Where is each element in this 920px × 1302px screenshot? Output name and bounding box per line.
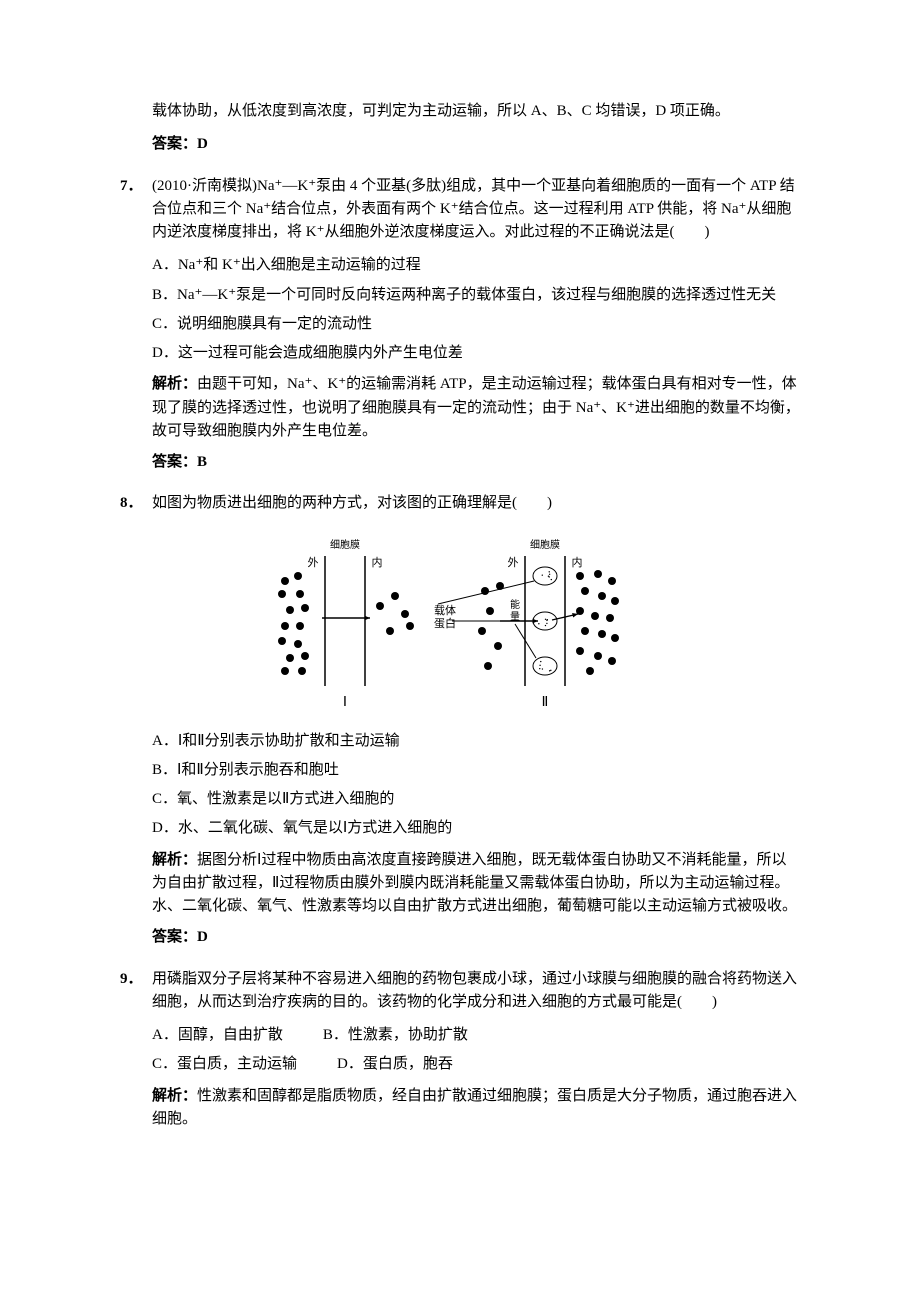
svg-text:细胞膜: 细胞膜 bbox=[530, 538, 560, 551]
question-7-analysis: 解析：由题干可知，Na⁺、K⁺的运输需消耗 ATP，是主动运输过程；载体蛋白具有… bbox=[152, 373, 800, 443]
question-9-options-row2: C．蛋白质，主动运输 D．蛋白质，胞吞 bbox=[152, 1053, 800, 1076]
analysis-text: 由题干可知，Na⁺、K⁺的运输需消耗 ATP，是主动运输过程；载体蛋白具有相对专… bbox=[152, 376, 800, 439]
question-7-option-b: B．Na⁺—K⁺泵是一个可同时反向转运两种离子的载体蛋白，该过程与细胞膜的选择透… bbox=[152, 284, 800, 307]
question-8: 8． 如图为物质进出细胞的两种方式，对该图的正确理解是( ) bbox=[120, 492, 800, 515]
svg-text:蛋白: 蛋白 bbox=[434, 616, 456, 630]
transport-diagram: 细胞膜外内Ⅰ细胞膜外内Ⅱ载体蛋白能量 bbox=[270, 526, 650, 716]
svg-text:载体: 载体 bbox=[434, 603, 456, 617]
question-9-stem: 用磷脂双分子层将某种不容易进入细胞的药物包裹成小球，通过小球膜与细胞膜的融合将药… bbox=[152, 968, 800, 1015]
question-7: 7． (2010·沂南模拟)Na⁺—K⁺泵由 4 个亚基(多肽)组成，其中一个亚… bbox=[120, 175, 800, 245]
answer-7: 答案：B bbox=[152, 451, 800, 474]
svg-text:能: 能 bbox=[510, 598, 520, 611]
svg-text:内: 内 bbox=[372, 555, 383, 569]
analysis-lead: 解析： bbox=[152, 1088, 197, 1104]
question-7-stem: (2010·沂南模拟)Na⁺—K⁺泵由 4 个亚基(多肽)组成，其中一个亚基向着… bbox=[152, 175, 800, 245]
question-8-analysis: 解析：据图分析Ⅰ过程中物质由高浓度直接跨膜进入细胞，既无载体蛋白协助又不消耗能量… bbox=[152, 849, 800, 919]
question-8-option-a: A．Ⅰ和Ⅱ分别表示协助扩散和主动运输 bbox=[152, 730, 800, 753]
question-7-option-d: D．这一过程可能会造成细胞膜内外产生电位差 bbox=[152, 342, 800, 365]
question-9-option-b: B．性激素，协助扩散 bbox=[323, 1024, 468, 1047]
continuation-text: 载体协助，从低浓度到高浓度，可判定为主动运输，所以 A、B、C 均错误，D 项正… bbox=[152, 100, 800, 123]
analysis-text: 性激素和固醇都是脂质物质，经自由扩散通过细胞膜；蛋白质是大分子物质，通过胞吞进入… bbox=[152, 1088, 797, 1127]
question-9-option-d: D．蛋白质，胞吞 bbox=[337, 1053, 453, 1076]
svg-text:内: 内 bbox=[572, 555, 583, 569]
question-7-option-a: A．Na⁺和 K⁺出入细胞是主动运输的过程 bbox=[152, 254, 800, 277]
question-7-number: 7． bbox=[120, 175, 143, 198]
question-9-options-row1: A．固醇，自由扩散 B．性激素，协助扩散 bbox=[152, 1024, 800, 1047]
question-9-analysis: 解析：性激素和固醇都是脂质物质，经自由扩散通过细胞膜；蛋白质是大分子物质，通过胞… bbox=[152, 1085, 800, 1132]
svg-text:Ⅱ: Ⅱ bbox=[542, 695, 549, 710]
svg-text:细胞膜: 细胞膜 bbox=[330, 538, 360, 551]
svg-text:外: 外 bbox=[308, 556, 319, 569]
question-9-number: 9． bbox=[120, 968, 143, 991]
question-8-number: 8． bbox=[120, 492, 143, 515]
question-9: 9． 用磷脂双分子层将某种不容易进入细胞的药物包裹成小球，通过小球膜与细胞膜的融… bbox=[120, 968, 800, 1015]
question-8-option-b: B．Ⅰ和Ⅱ分别表示胞吞和胞吐 bbox=[152, 759, 800, 782]
svg-text:量: 量 bbox=[510, 611, 520, 623]
figure-8: 细胞膜外内Ⅰ细胞膜外内Ⅱ载体蛋白能量 bbox=[270, 526, 650, 716]
answer-8: 答案：D bbox=[152, 926, 800, 949]
question-8-option-c: C．氧、性激素是以Ⅱ方式进入细胞的 bbox=[152, 788, 800, 811]
question-9-option-a: A．固醇，自由扩散 bbox=[152, 1024, 283, 1047]
question-9-option-c: C．蛋白质，主动运输 bbox=[152, 1053, 297, 1076]
question-8-option-d: D．水、二氧化碳、氧气是以Ⅰ方式进入细胞的 bbox=[152, 817, 800, 840]
analysis-lead: 解析： bbox=[152, 376, 197, 392]
answer-6: 答案：D bbox=[152, 133, 800, 156]
page: 载体协助，从低浓度到高浓度，可判定为主动运输，所以 A、B、C 均错误，D 项正… bbox=[0, 0, 920, 1302]
svg-text:Ⅰ: Ⅰ bbox=[343, 695, 347, 710]
question-8-stem: 如图为物质进出细胞的两种方式，对该图的正确理解是( ) bbox=[152, 492, 800, 515]
analysis-lead: 解析： bbox=[152, 852, 197, 868]
svg-text:外: 外 bbox=[508, 556, 519, 569]
analysis-text: 据图分析Ⅰ过程中物质由高浓度直接跨膜进入细胞，既无载体蛋白协助又不消耗能量，所以… bbox=[152, 852, 797, 915]
question-7-option-c: C．说明细胞膜具有一定的流动性 bbox=[152, 313, 800, 336]
